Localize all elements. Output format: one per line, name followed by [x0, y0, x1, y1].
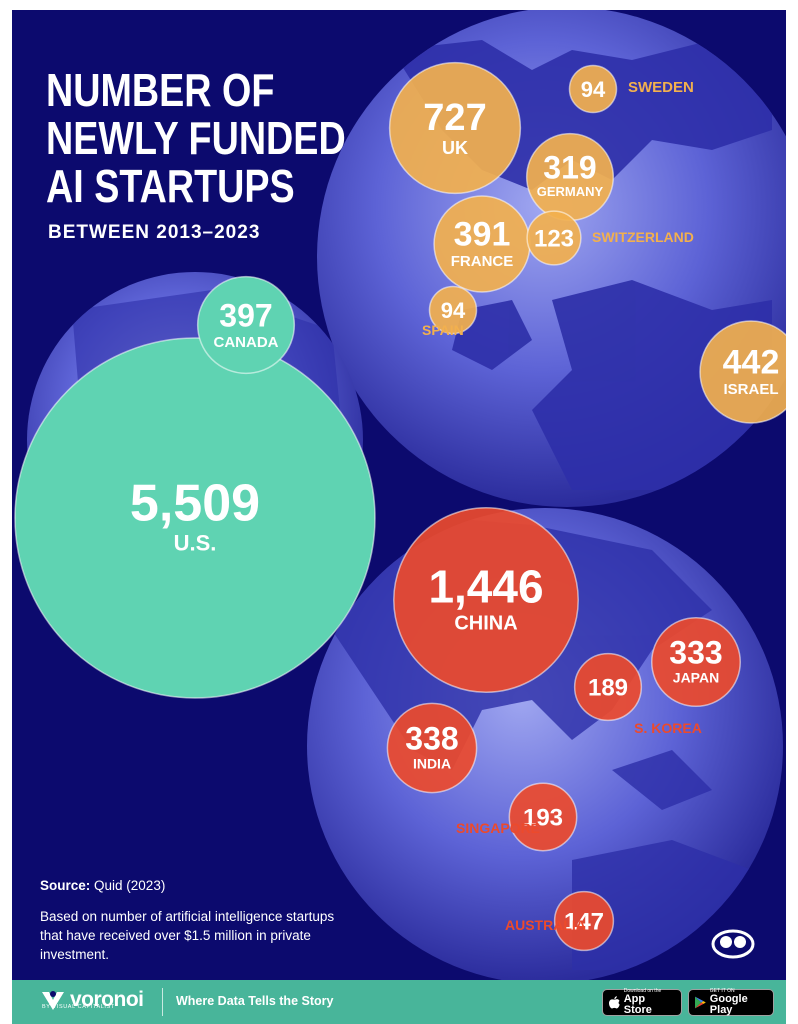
- bubble-value-israel: 442: [723, 344, 780, 382]
- bubble-value-spain: 94: [441, 298, 466, 323]
- bubble-label-spain: SPAIN: [422, 322, 464, 338]
- brand-name: voronoi: [70, 988, 144, 1011]
- bubble-label-china: CHINA: [454, 612, 517, 634]
- google-play-button[interactable]: GET IT ON Google Play: [688, 989, 774, 1016]
- bubble-label-israel: ISRAEL: [723, 381, 778, 398]
- footer-bar: voronoi BY VISUAL CAPITALIST Where Data …: [12, 980, 786, 1024]
- voronoi-logo-icon: [42, 991, 64, 1010]
- left-margin: [0, 0, 12, 1024]
- bubble-value-s-korea: 189: [588, 675, 628, 702]
- bubble-circle-switzerland: [526, 210, 582, 266]
- bubble-circle-spain: [428, 285, 478, 335]
- bubble-value-singapore: 193: [523, 805, 563, 832]
- bubble-label-japan: JAPAN: [673, 670, 719, 686]
- infographic-card: 5,509 U.S. 397 CANADA 727 UK 442 ISRAEL 391 FRANC…: [12, 10, 786, 1024]
- bubble-map-chart: 5,509U.S.397CANADA727UK442ISRAEL391FRANC…: [14, 10, 786, 980]
- source-label: Source:: [40, 878, 91, 893]
- bubble-circle-japan: [650, 616, 742, 708]
- bubble-label-india: INDIA: [413, 756, 451, 772]
- footer-divider: [162, 988, 163, 1016]
- bubble-circle-singapore: [508, 782, 578, 852]
- google-play-big: Google Play: [709, 993, 748, 1016]
- bubble-label-sweden: SWEDEN: [628, 79, 694, 96]
- bubble-value-uk: 727: [423, 97, 486, 139]
- bubble-label-france: FRANCE: [451, 253, 514, 270]
- chart-subtitle: BETWEEN 2013–2023: [48, 222, 261, 243]
- bubble-circle-china: [393, 507, 579, 693]
- google-play-icon: [695, 996, 706, 1009]
- brand[interactable]: voronoi: [40, 988, 144, 1012]
- source-text: Quid (2023): [94, 878, 166, 893]
- bubble-circle-uk: [388, 61, 522, 195]
- google-play-small: GET IT ON: [709, 988, 735, 994]
- bubble-label-u-s: U.S.: [174, 530, 217, 555]
- bubble-label-s-korea: S. KOREA: [634, 720, 702, 736]
- bubble-value-france: 391: [454, 216, 511, 254]
- bubble-circle-s-korea: [573, 652, 643, 722]
- bubble-label-switzerland: SWITZERLAND: [592, 229, 694, 245]
- visual-capitalist-icon: [711, 929, 755, 959]
- bubble-circle-sweden: [568, 64, 618, 114]
- footer-tagline: Where Data Tells the Story: [176, 994, 334, 1008]
- title-line-3: AI STARTUPS: [46, 160, 295, 212]
- source-line: Source: Quid (2023): [40, 878, 165, 893]
- bubble-label-germany: GERMANY: [537, 184, 604, 199]
- chart-title: NUMBER OF NEWLY FUNDED AI STARTUPS: [46, 64, 346, 212]
- bubble-circle-israel: [699, 320, 786, 424]
- bubble-circle-canada: [196, 275, 296, 375]
- bubble-label-uk: UK: [442, 138, 468, 158]
- app-store-small: Download on the: [623, 988, 662, 994]
- bubble-value-u-s: 5,509: [130, 475, 260, 533]
- bubble-sweden: 94 SWEDEN: [568, 64, 694, 114]
- bubble-switzerland: 123 SWITZERLAND: [526, 210, 694, 266]
- app-store-button[interactable]: Download on the App Store: [602, 989, 682, 1016]
- bubble-value-australia: 147: [564, 909, 604, 936]
- right-margin: [786, 0, 798, 1024]
- bubble-value-sweden: 94: [581, 77, 606, 102]
- bubble-value-china: 1,446: [428, 560, 543, 612]
- title-line-2: NEWLY FUNDED: [46, 112, 346, 164]
- app-store-big: App Store: [623, 993, 652, 1016]
- bubble-value-canada: 397: [219, 298, 272, 334]
- methodology-note: Based on number of artificial intelligen…: [40, 909, 335, 962]
- apple-icon: [609, 996, 620, 1009]
- bubble-value-india: 338: [405, 721, 458, 757]
- bubble-circle-india: [386, 702, 478, 794]
- bubble-value-germany: 319: [543, 150, 596, 186]
- bubble-value-japan: 333: [669, 635, 722, 671]
- bubble-label-canada: CANADA: [214, 334, 279, 351]
- bubble-s-korea: 189 S. KOREA: [573, 652, 702, 736]
- brand-subtitle: BY VISUAL CAPITALIST: [42, 1004, 115, 1010]
- bubble-value-switzerland: 123: [534, 226, 574, 253]
- bubble-label-singapore: SINGAPORE: [456, 820, 540, 836]
- bubbles-layer: 5,509U.S.397CANADA727UK442ISRAEL391FRANC…: [14, 61, 786, 952]
- title-line-1: NUMBER OF: [46, 64, 275, 116]
- bubble-circle-u-s: [14, 337, 376, 699]
- bubble-label-australia: AUSTRALIA: [505, 917, 586, 933]
- bubble-circle-australia: [553, 890, 615, 952]
